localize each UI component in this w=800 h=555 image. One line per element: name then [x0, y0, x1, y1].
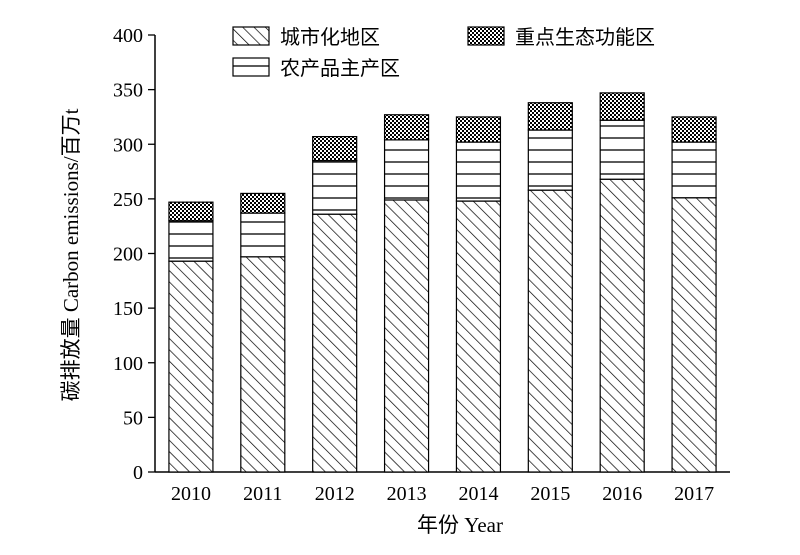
legend-swatch-urban: [232, 26, 270, 46]
legend-label-agri: 农产品主产区: [280, 56, 400, 80]
bar-eco-2017: [671, 116, 717, 143]
bar-urban-2017: [671, 197, 717, 473]
y-tick-label: 150: [113, 298, 143, 320]
bar-urban-2010: [168, 260, 214, 473]
y-tick-label: 100: [113, 353, 143, 375]
bar-agri-2011: [240, 212, 286, 258]
bar-urban-2016: [599, 178, 645, 473]
bar-eco-2016: [599, 92, 645, 121]
bar-agri-2014: [455, 141, 502, 202]
y-tick-label: 200: [113, 244, 143, 266]
x-tick-label: 2014: [458, 483, 498, 505]
bar-urban-2015: [527, 189, 573, 473]
bar-eco-2014: [455, 116, 502, 143]
y-tick-label: 0: [133, 462, 143, 484]
bar-urban-2013: [383, 199, 430, 473]
x-tick-label: 2015: [530, 483, 570, 505]
y-tick-label: 50: [123, 407, 143, 429]
y-ticks: 0 50 100 150 200 250 300 350 400: [113, 25, 155, 484]
bars: [168, 92, 717, 473]
x-tick-label: 2010: [171, 483, 211, 505]
bar-agri-2013: [383, 139, 430, 201]
bar-urban-2014: [455, 200, 502, 473]
bar-eco-2010: [168, 201, 214, 222]
bar-eco-2012: [312, 136, 358, 162]
bar-eco-2011: [240, 192, 286, 214]
y-tick-label: 350: [113, 80, 143, 102]
x-axis-label: 年份 Year: [417, 513, 503, 537]
x-tick-label: 2016: [602, 483, 642, 505]
bar-agri-2017: [671, 141, 717, 199]
legend: 城市化地区 农产品主产区 重点生态功能区: [232, 25, 655, 80]
bar-agri-2010: [168, 220, 214, 262]
y-tick-label: 400: [113, 25, 143, 47]
x-tick-label: 2017: [674, 483, 714, 505]
bar-agri-2015: [527, 129, 573, 191]
y-axis-label: 碳排放量 Carbon emissions/百万t: [59, 108, 83, 401]
x-tick-label: 2011: [243, 483, 282, 505]
bar-agri-2016: [599, 119, 645, 180]
legend-swatch-agri: [232, 57, 270, 77]
y-tick-label: 300: [113, 134, 143, 156]
x-tick-label: 2012: [315, 483, 355, 505]
legend-swatch-eco: [467, 26, 505, 46]
bar-agri-2012: [312, 160, 358, 215]
y-tick-label: 250: [113, 189, 143, 211]
x-ticks: 2010 2011 2012 2013 2014 2015 2016 2017: [171, 483, 714, 505]
legend-label-urban: 城市化地区: [280, 25, 380, 49]
legend-label-eco: 重点生态功能区: [515, 25, 655, 49]
bar-urban-2012: [312, 213, 358, 473]
bar-eco-2013: [383, 114, 430, 141]
bar-urban-2011: [240, 256, 286, 473]
x-tick-label: 2013: [387, 483, 427, 505]
bar-eco-2015: [527, 102, 573, 131]
